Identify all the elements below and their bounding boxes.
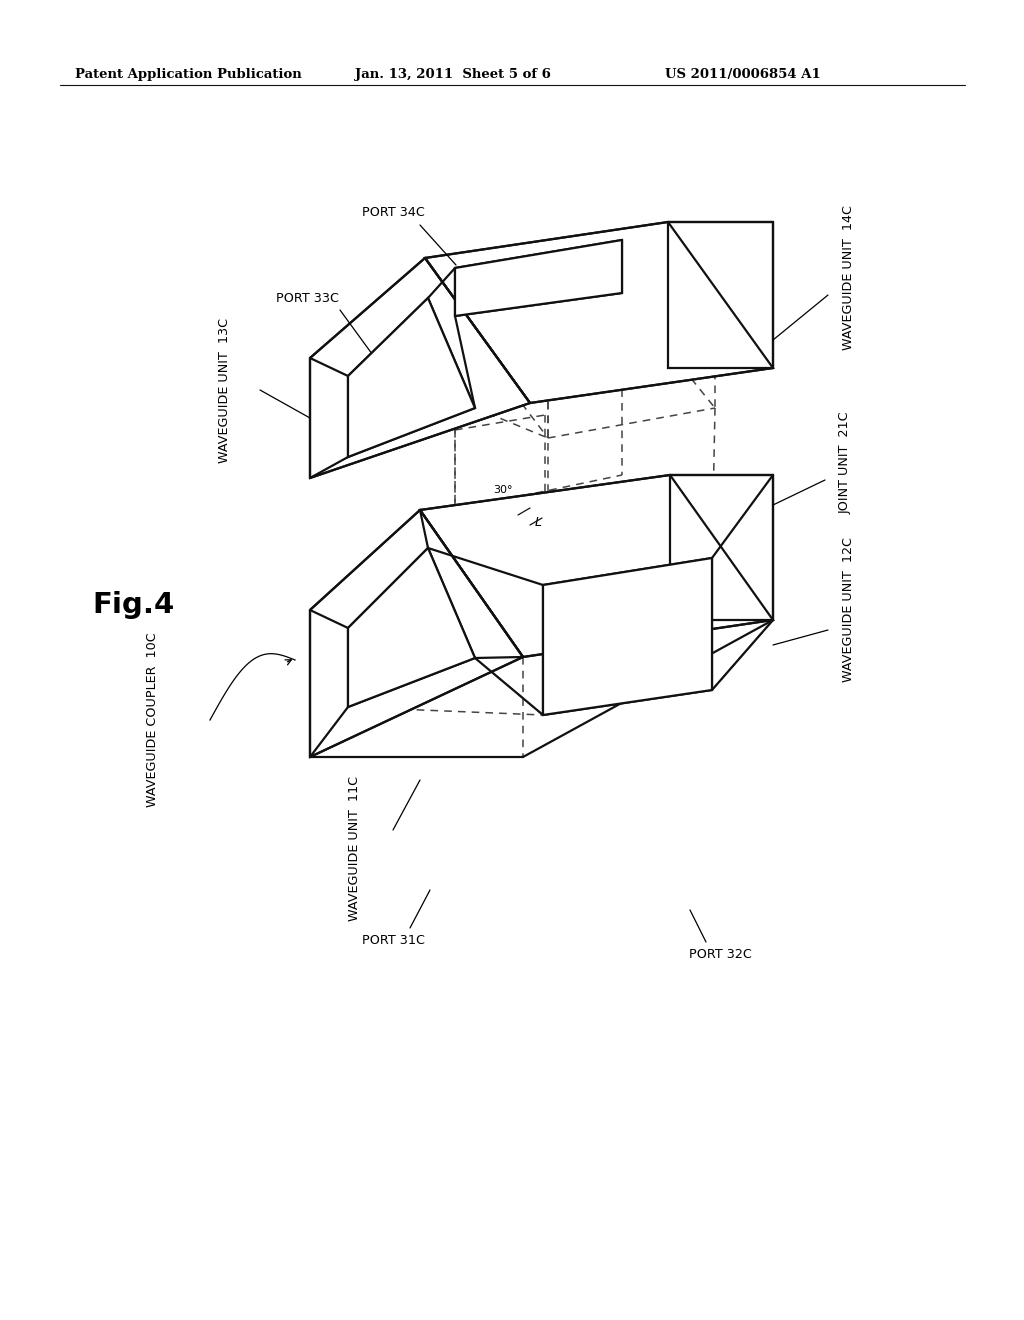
Text: WAVEGUIDE UNIT  11C: WAVEGUIDE UNIT 11C xyxy=(348,775,361,920)
Text: PORT 31C: PORT 31C xyxy=(361,933,425,946)
Polygon shape xyxy=(668,222,773,368)
Polygon shape xyxy=(670,475,773,620)
Text: JOINT UNIT  21C: JOINT UNIT 21C xyxy=(839,412,852,515)
Polygon shape xyxy=(455,240,622,315)
Text: WAVEGUIDE UNIT  14C: WAVEGUIDE UNIT 14C xyxy=(842,206,854,351)
Polygon shape xyxy=(543,558,712,715)
Polygon shape xyxy=(348,298,475,457)
Polygon shape xyxy=(310,510,523,756)
Polygon shape xyxy=(310,257,530,478)
Text: Patent Application Publication: Patent Application Publication xyxy=(75,69,302,81)
Polygon shape xyxy=(348,548,475,708)
Text: Jan. 13, 2011  Sheet 5 of 6: Jan. 13, 2011 Sheet 5 of 6 xyxy=(355,69,551,81)
Text: L: L xyxy=(535,516,542,528)
Text: US 2011/0006854 A1: US 2011/0006854 A1 xyxy=(665,69,821,81)
Text: WAVEGUIDE UNIT  13C: WAVEGUIDE UNIT 13C xyxy=(218,317,231,462)
Text: WAVEGUIDE UNIT  12C: WAVEGUIDE UNIT 12C xyxy=(842,537,854,682)
Text: Fig.4: Fig.4 xyxy=(92,591,174,619)
Text: 30°: 30° xyxy=(494,484,513,495)
Text: WAVEGUIDE COUPLER  10C: WAVEGUIDE COUPLER 10C xyxy=(146,632,160,808)
Text: PORT 33C: PORT 33C xyxy=(276,292,340,305)
Text: PORT 32C: PORT 32C xyxy=(688,949,752,961)
Polygon shape xyxy=(425,222,773,403)
Text: PORT 34C: PORT 34C xyxy=(361,206,424,219)
Polygon shape xyxy=(420,475,773,657)
